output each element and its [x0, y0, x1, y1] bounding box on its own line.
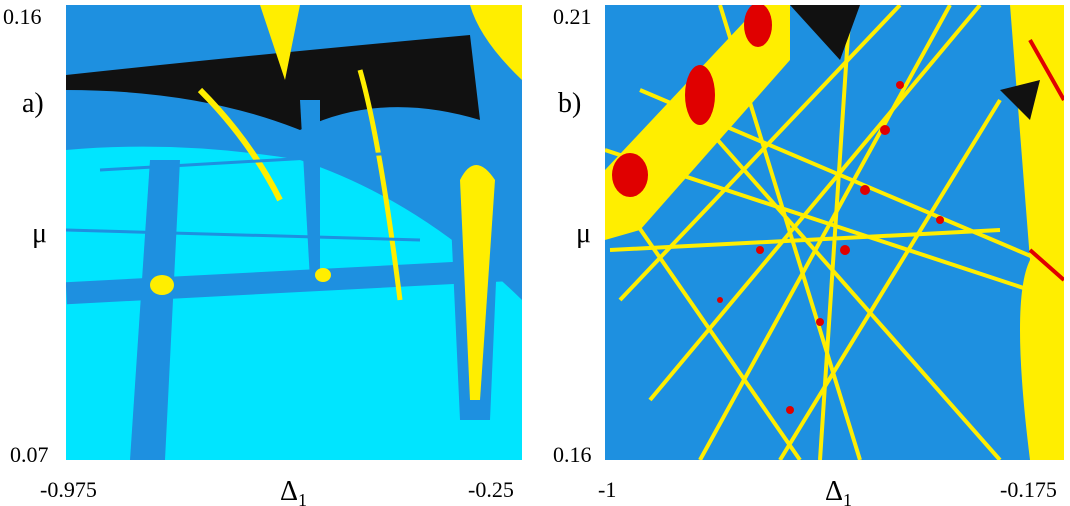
x-left-label: -0.975 [40, 477, 97, 502]
y-bottom-label: 0.07 [10, 442, 49, 467]
panel-a-image [66, 5, 522, 460]
x-axis-label: Δ1 [825, 476, 852, 506]
y-bottom-label: 0.16 [553, 442, 592, 467]
y-top-label: 0.16 [3, 4, 42, 29]
x-axis-symbol: Δ [825, 476, 843, 506]
x-right-label: -0.25 [468, 477, 514, 502]
x-axis-symbol: Δ [280, 476, 298, 506]
x-axis-subscript: 1 [843, 490, 852, 506]
panel-tag: b) [558, 88, 581, 119]
x-left-label: -1 [598, 477, 616, 502]
panel-tag: a) [22, 88, 44, 119]
x-axis-subscript: 1 [298, 490, 307, 506]
y-top-label: 0.21 [553, 4, 592, 29]
x-axis-label: Δ1 [280, 476, 307, 506]
x-right-label: -0.175 [1000, 477, 1057, 502]
y-axis-label: μ [576, 218, 591, 249]
y-axis-label: μ [32, 218, 47, 249]
panel-b-image [605, 5, 1064, 460]
